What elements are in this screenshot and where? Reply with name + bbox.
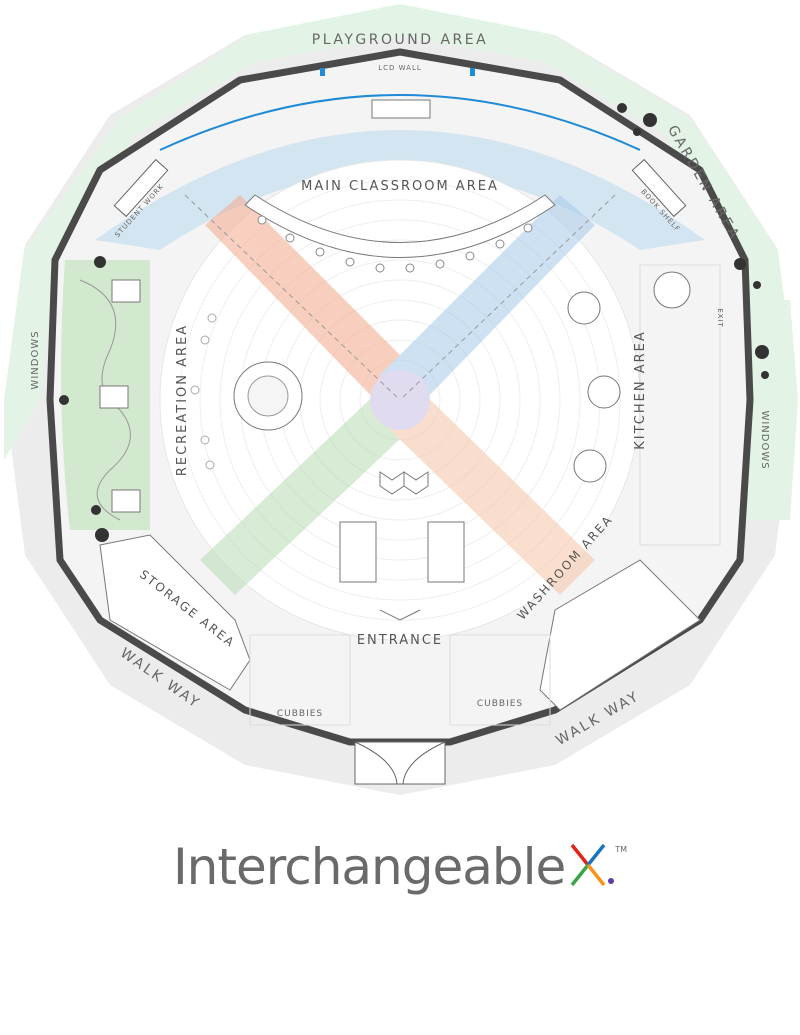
exit-label: EXIT bbox=[716, 308, 724, 328]
cubbies-right-label: CUBBIES bbox=[477, 699, 523, 709]
entrance-doors bbox=[355, 742, 445, 784]
recreation-label: RECREATION AREA bbox=[175, 324, 190, 476]
brand-dot bbox=[608, 878, 614, 884]
brand-name: Interchangeable bbox=[173, 838, 565, 896]
main-classroom-label: MAIN CLASSROOM AREA bbox=[301, 179, 499, 194]
entrance-label: ENTRANCE bbox=[357, 633, 443, 648]
windows-left-label: WINDOWS bbox=[30, 330, 41, 389]
cubbies-left-label: CUBBIES bbox=[277, 709, 323, 719]
classroom-floor-plan: PLAYGROUND AREA LCD WALL GARDEN AREA WIN… bbox=[0, 0, 800, 800]
lcd-mark-right bbox=[470, 68, 475, 76]
brand-logo: Interchangeable TM bbox=[0, 838, 800, 896]
brand-x-mark bbox=[569, 842, 607, 888]
lcd-mark-left bbox=[320, 68, 325, 76]
trademark-mark: TM bbox=[615, 845, 627, 854]
playground-label: PLAYGROUND AREA bbox=[312, 32, 488, 48]
lcd-wall-label: LCD WALL bbox=[378, 64, 422, 72]
kitchen-label: KITCHEN AREA bbox=[633, 330, 648, 450]
windows-right-label: WINDOWS bbox=[759, 410, 770, 469]
teacher-table bbox=[372, 100, 430, 118]
recreation-seating bbox=[234, 362, 302, 430]
